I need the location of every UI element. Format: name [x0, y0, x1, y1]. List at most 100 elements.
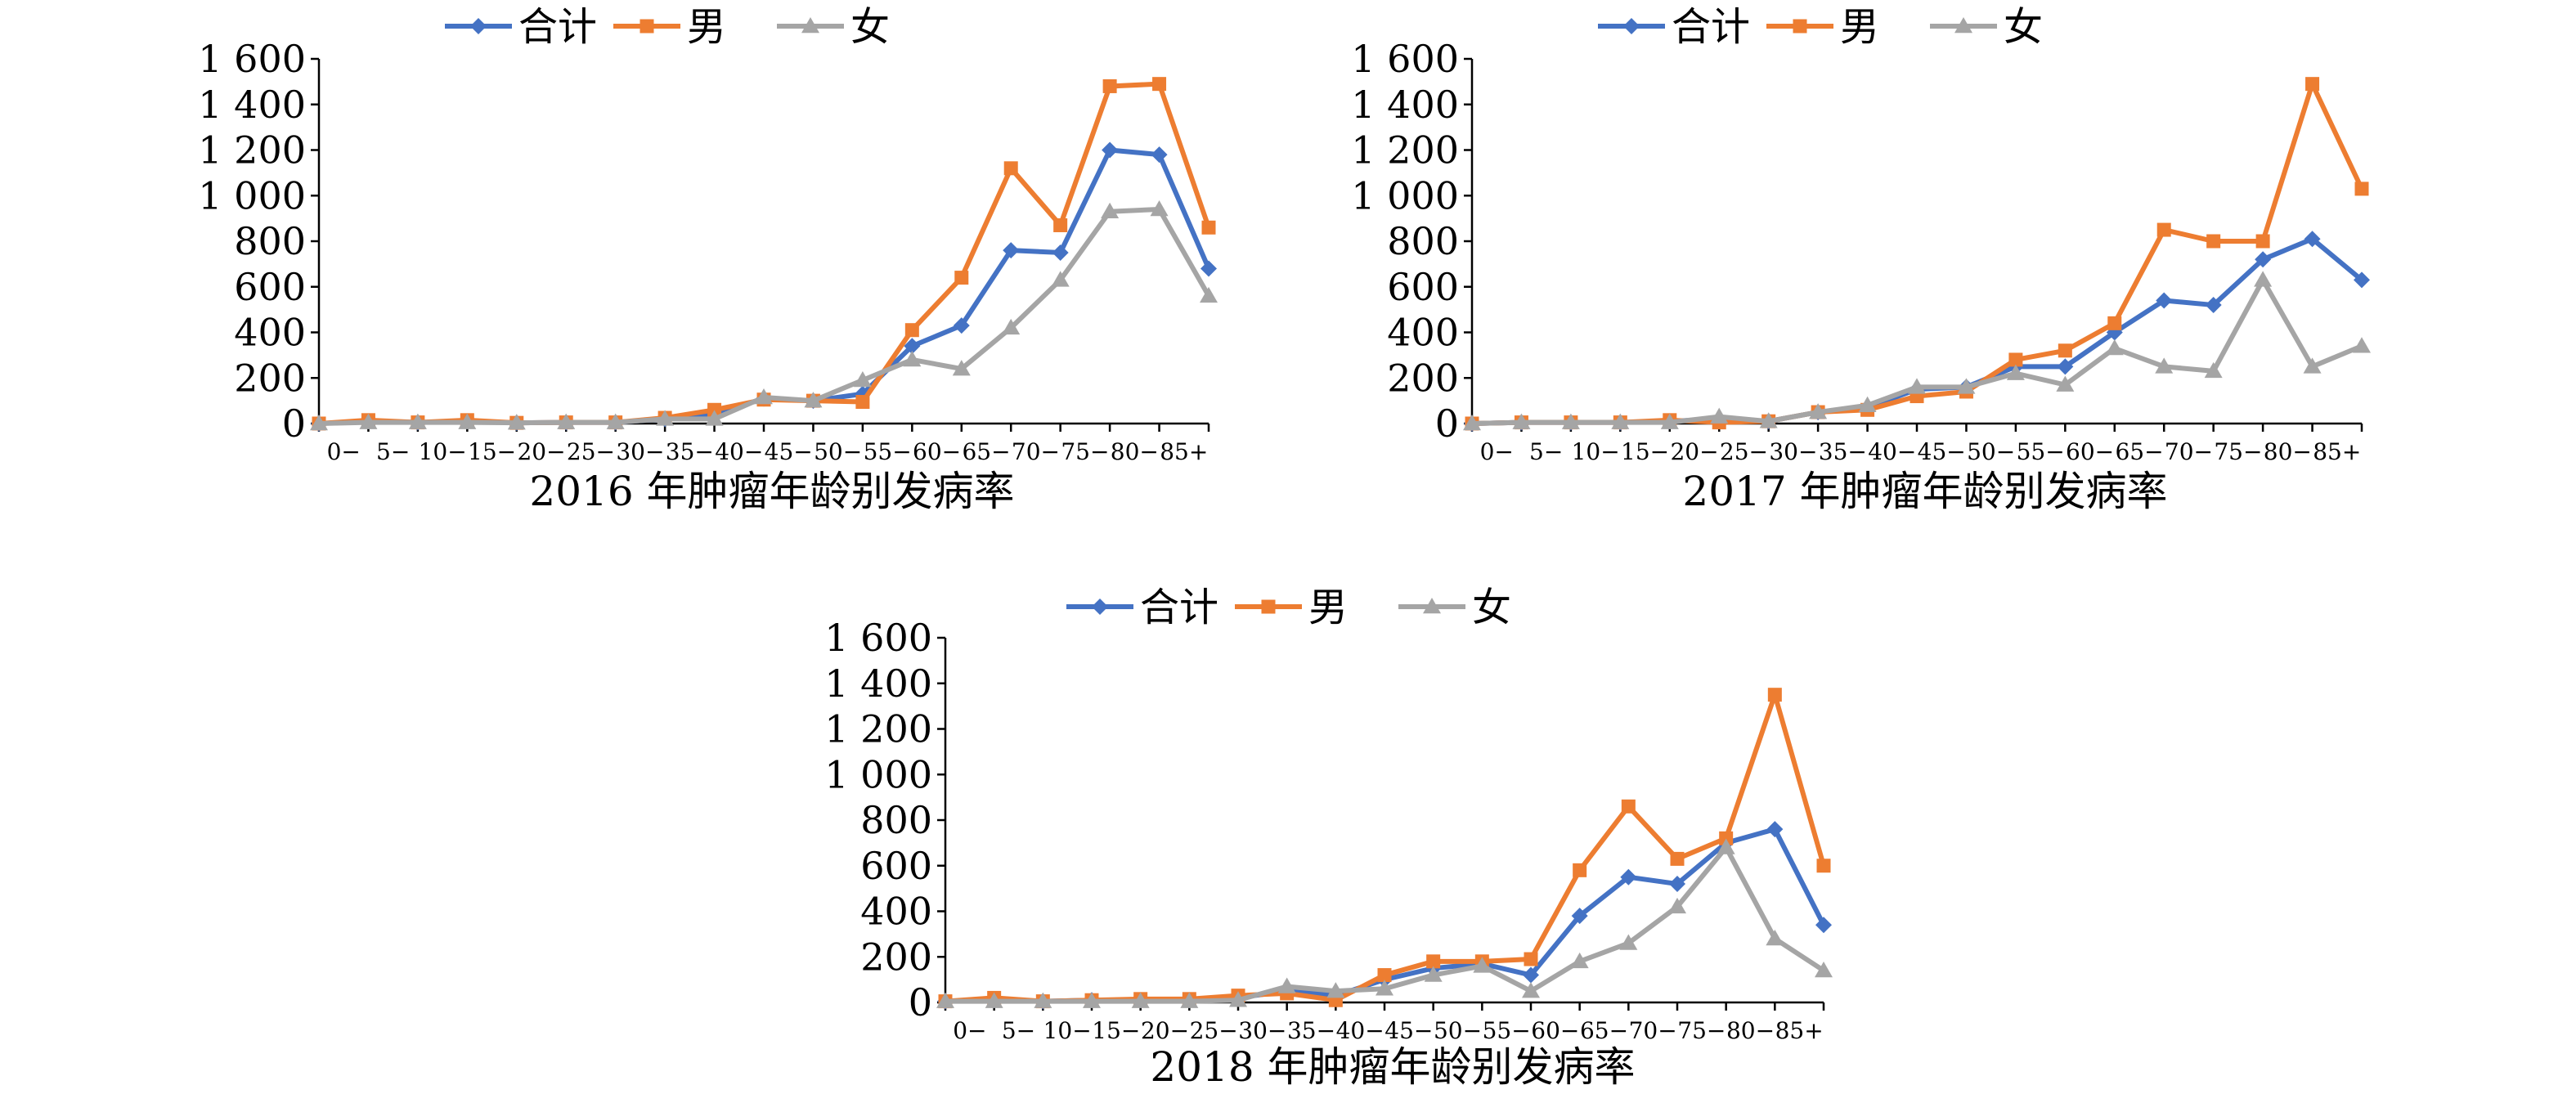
data-point-triangle — [2105, 339, 2124, 356]
y-tick-label: 1 600 — [1351, 37, 1459, 81]
data-point-square — [1152, 77, 1167, 92]
data-point-triangle — [1766, 929, 1784, 946]
data-point-square — [2008, 352, 2023, 367]
data-point-diamond — [1815, 917, 1832, 934]
data-point-triangle — [507, 414, 526, 430]
x-tick-label: 40− — [1868, 438, 1916, 465]
data-point-square — [855, 395, 870, 410]
data-point-triangle — [952, 360, 971, 376]
y-tick-label: 400 — [860, 890, 932, 934]
legend-label: 男 — [687, 4, 726, 50]
x-tick-label: 75− — [1677, 1017, 1726, 1044]
data-point-square — [1053, 217, 1068, 232]
legend-marker-square — [640, 19, 654, 34]
series-line-diamond — [318, 147, 1211, 426]
data-point-triangle — [1326, 982, 1345, 998]
data-point-diamond — [904, 338, 921, 355]
legend-marker-square — [1261, 599, 1276, 614]
x-tick-label: 85+ — [1775, 1017, 1824, 1044]
data-point-square — [1426, 954, 1441, 969]
x-tick-label: 25− — [1190, 1017, 1238, 1044]
x-tick-label: 0− — [953, 1017, 986, 1044]
y-tick-label: 0 — [1435, 401, 1459, 446]
x-tick-label: 75− — [2214, 438, 2262, 465]
data-point-triangle — [1473, 957, 1492, 973]
x-tick-label: 65− — [962, 438, 1010, 465]
x-tick-label: 35− — [666, 438, 714, 465]
data-point-triangle — [2006, 364, 2025, 380]
data-point-diamond — [2304, 231, 2321, 248]
data-point-diamond — [953, 317, 970, 334]
x-tick-label: 70− — [1629, 1017, 1677, 1044]
data-point-triangle — [1809, 403, 1828, 419]
data-point-square — [1670, 851, 1685, 866]
data-point-diamond — [1200, 260, 1217, 277]
y-tick-label: 600 — [234, 265, 306, 309]
legend-marker-diamond — [1623, 18, 1640, 34]
x-tick-label: 55− — [1483, 1017, 1531, 1044]
series-line-square — [945, 692, 1826, 1004]
y-tick-label: 0 — [282, 401, 306, 446]
data-point-square — [1621, 799, 1636, 814]
data-point-triangle — [458, 413, 477, 429]
data-point-triangle — [1570, 952, 1589, 969]
data-point-square — [1767, 688, 1782, 702]
legend-marker-triangle — [1954, 17, 1972, 34]
data-point-triangle — [1083, 992, 1101, 1008]
data-point-triangle — [903, 350, 922, 367]
x-tick-label: 50− — [1434, 1017, 1482, 1044]
chart-title: 2016 年肿瘤年龄别发病率 — [529, 468, 1014, 515]
data-point-square — [707, 402, 722, 417]
x-tick-label: 25− — [1720, 438, 1768, 465]
y-tick-label: 1 200 — [198, 128, 306, 173]
y-tick-label: 1 600 — [198, 37, 306, 81]
x-tick-label: 70− — [2165, 438, 2213, 465]
x-tick-label: 20− — [1141, 1017, 1189, 1044]
x-tick-label: 45− — [1384, 1017, 1433, 1044]
x-tick-label: 75− — [1061, 438, 1109, 465]
data-point-triangle — [1180, 992, 1199, 1008]
data-point-triangle — [1463, 415, 1481, 431]
data-point-triangle — [2204, 361, 2223, 379]
x-tick-label: 80− — [2264, 438, 2312, 465]
y-tick-label: 800 — [1387, 219, 1459, 263]
data-point-triangle — [1858, 396, 1877, 412]
data-point-triangle — [1957, 378, 1976, 394]
data-point-square — [1003, 161, 1018, 176]
x-tick-label: 35− — [1819, 438, 1867, 465]
data-point-square — [1377, 968, 1392, 983]
legend-label: 合计 — [1140, 585, 1218, 630]
x-tick-label: 20− — [1670, 438, 1718, 465]
y-tick-label: 1 000 — [824, 752, 932, 796]
legend-label: 女 — [850, 4, 890, 50]
data-point-triangle — [2254, 271, 2273, 287]
legend-label: 女 — [1472, 585, 1511, 630]
data-point-triangle — [2303, 357, 2322, 374]
data-point-diamond — [1523, 966, 1539, 984]
data-point-square — [1201, 220, 1216, 235]
x-tick-label: 30− — [1238, 1017, 1286, 1044]
legend-marker-diamond — [470, 18, 487, 34]
legend-marker-diamond — [1092, 599, 1108, 615]
y-tick-label: 1 200 — [824, 707, 932, 751]
data-point-diamond — [2205, 297, 2222, 314]
chart-title: 2018 年肿瘤年龄别发病率 — [1150, 1043, 1635, 1091]
data-point-triangle — [1277, 977, 1296, 993]
x-tick-label: 80− — [1726, 1017, 1775, 1044]
y-tick-label: 1 200 — [1351, 128, 1459, 173]
y-tick-label: 600 — [860, 844, 932, 888]
data-point-triangle — [408, 413, 427, 429]
x-tick-label: 55− — [2017, 438, 2065, 465]
data-point-triangle — [1611, 413, 1630, 429]
x-tick-label: 25− — [567, 438, 615, 465]
data-point-triangle — [1522, 982, 1540, 998]
data-point-triangle — [1660, 413, 1679, 429]
y-tick-label: 400 — [234, 311, 306, 355]
x-tick-label: 15− — [1621, 438, 1669, 465]
data-point-square — [2305, 77, 2320, 92]
data-point-triangle — [1101, 202, 1120, 219]
data-point-triangle — [1619, 934, 1638, 950]
x-tick-label: 5− — [1002, 1017, 1035, 1044]
x-tick-label: 65− — [1580, 1017, 1628, 1044]
data-point-diamond — [2057, 358, 2074, 375]
